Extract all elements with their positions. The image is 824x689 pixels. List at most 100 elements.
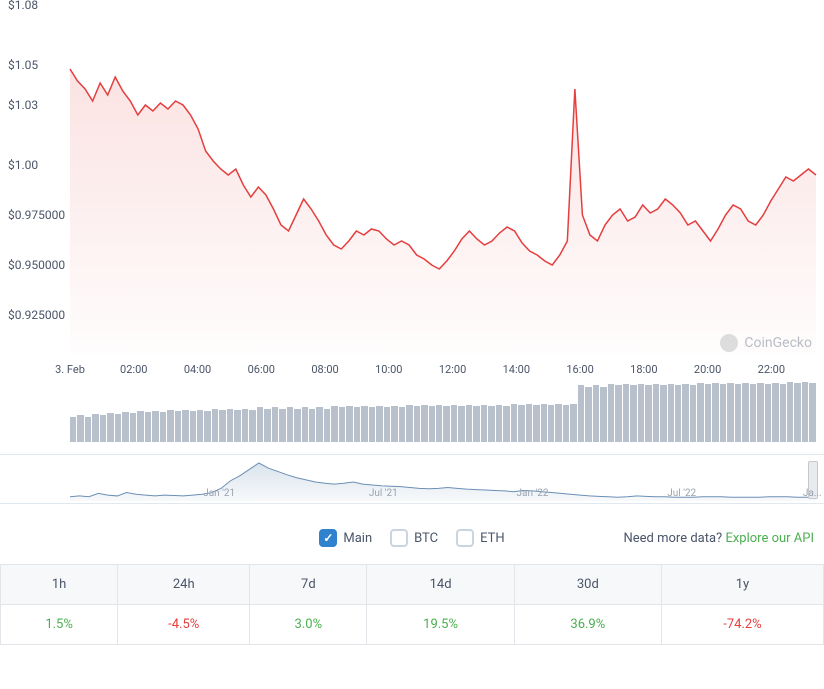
volume-bar — [361, 406, 367, 442]
stats-value: 19.5% — [367, 605, 514, 645]
volume-bar — [630, 385, 636, 442]
volume-bar — [384, 407, 390, 442]
volume-bar — [615, 385, 621, 442]
volume-bar — [212, 409, 218, 442]
volume-bar — [548, 405, 554, 442]
volume-bar — [249, 410, 255, 442]
volume-bar — [272, 407, 278, 442]
volume-bar — [585, 387, 591, 442]
volume-bar — [167, 410, 173, 442]
nav-axis-label: Ja... — [803, 488, 822, 499]
volume-bar — [399, 407, 405, 442]
stats-value: 1.5% — [1, 605, 118, 645]
volume-bar — [526, 404, 532, 442]
volume-bar — [391, 406, 397, 442]
volume-bar — [100, 415, 106, 442]
y-axis-label: $0.975000 — [8, 208, 65, 222]
x-axis-label: 10:00 — [375, 363, 402, 376]
stats-value: 3.0% — [250, 605, 367, 645]
volume-bar — [234, 410, 240, 442]
volume-bar — [152, 411, 158, 442]
performance-table: 1h24h7d14d30d1y 1.5%-4.5%3.0%19.5%36.9%-… — [0, 564, 824, 645]
btc-checkbox[interactable]: BTC — [390, 529, 438, 547]
btc-label: BTC — [414, 531, 438, 546]
y-axis-label: $1.03 — [8, 98, 38, 112]
volume-bar — [765, 384, 771, 442]
volume-bar — [541, 404, 547, 442]
volume-bar — [264, 409, 270, 442]
volume-bar — [421, 405, 427, 442]
volume-bar — [675, 385, 681, 442]
volume-bar — [227, 409, 233, 442]
volume-bar — [653, 384, 659, 442]
stats-header: 7d — [250, 565, 367, 605]
y-axis-label: $0.950000 — [8, 258, 65, 272]
volume-bar — [77, 415, 83, 442]
stats-header: 1h — [1, 565, 118, 605]
coingecko-watermark: CoinGecko — [720, 334, 812, 352]
volume-bar — [712, 383, 718, 442]
volume-bar — [451, 405, 457, 442]
volume-bar — [287, 407, 293, 442]
main-checkbox[interactable]: ✓ Main — [319, 529, 372, 547]
y-axis-label: $1.00 — [8, 158, 38, 172]
volume-bar — [705, 384, 711, 442]
volume-bar — [376, 406, 382, 442]
eth-checkbox[interactable]: ETH — [456, 529, 505, 547]
volume-bar — [488, 406, 494, 442]
volume-bar — [197, 410, 203, 442]
volume-bar — [809, 383, 815, 442]
volume-bar — [473, 406, 479, 442]
volume-bar — [757, 383, 763, 442]
chart-controls: ✓ Main BTC ETH Need more data? Explore o… — [0, 526, 824, 550]
volume-bar — [107, 413, 113, 442]
navigator-chart[interactable]: Jan '21Jul '21Jan '22Jul '22Ja... — [0, 454, 824, 504]
volume-bar — [720, 384, 726, 442]
volume-bar — [623, 384, 629, 442]
x-axis-label: 14:00 — [503, 363, 530, 376]
price-chart-widget: CoinGecko $1.08 $1.05 $1.03 $1.00 $0.975000 $… — [0, 0, 824, 645]
volume-bar — [70, 417, 76, 442]
volume-bar — [436, 405, 442, 442]
volume-bar — [563, 405, 569, 442]
volume-bar — [466, 405, 472, 442]
explore-api-link[interactable]: Explore our API — [725, 531, 814, 546]
y-axis-label: $1.05 — [8, 58, 38, 72]
volume-bar — [324, 409, 330, 442]
volume-bar — [122, 412, 128, 442]
volume-bar — [257, 407, 263, 442]
volume-bar — [406, 405, 412, 442]
checkbox-unchecked-icon — [390, 529, 408, 547]
volume-bar — [660, 385, 666, 442]
main-label: Main — [343, 531, 372, 546]
main-price-chart[interactable]: CoinGecko $1.08 $1.05 $1.03 $1.00 $0.975000 $… — [0, 0, 824, 360]
api-prompt: Need more data? Explore our API — [624, 531, 815, 546]
volume-bar — [787, 382, 793, 442]
nav-axis-label: Jan '21 — [203, 488, 235, 499]
volume-bar — [115, 414, 121, 442]
navigator-svg — [70, 455, 816, 505]
volume-bar — [533, 405, 539, 442]
x-axis-label: 06:00 — [248, 363, 275, 376]
volume-bar — [294, 409, 300, 442]
stats-header: 30d — [514, 565, 661, 605]
volume-bar — [750, 384, 756, 442]
nav-axis-label: Jul '22 — [667, 488, 696, 499]
y-axis-label: $1.08 — [8, 0, 38, 12]
volume-bar — [242, 409, 248, 442]
volume-bar — [682, 384, 688, 442]
volume-bar — [794, 383, 800, 442]
volume-bar — [518, 405, 524, 442]
volume-chart[interactable] — [0, 382, 824, 442]
eth-label: ETH — [480, 531, 505, 546]
x-axis-label: 08:00 — [311, 363, 338, 376]
volume-bar — [414, 406, 420, 442]
x-axis-label: 02:00 — [120, 363, 147, 376]
price-line-svg — [0, 0, 824, 360]
coingecko-icon — [720, 334, 738, 352]
stats-header: 24h — [118, 565, 250, 605]
volume-bar — [570, 404, 576, 442]
volume-bar — [578, 385, 584, 442]
volume-bar — [555, 404, 561, 442]
y-axis-label: $0.925000 — [8, 308, 65, 322]
